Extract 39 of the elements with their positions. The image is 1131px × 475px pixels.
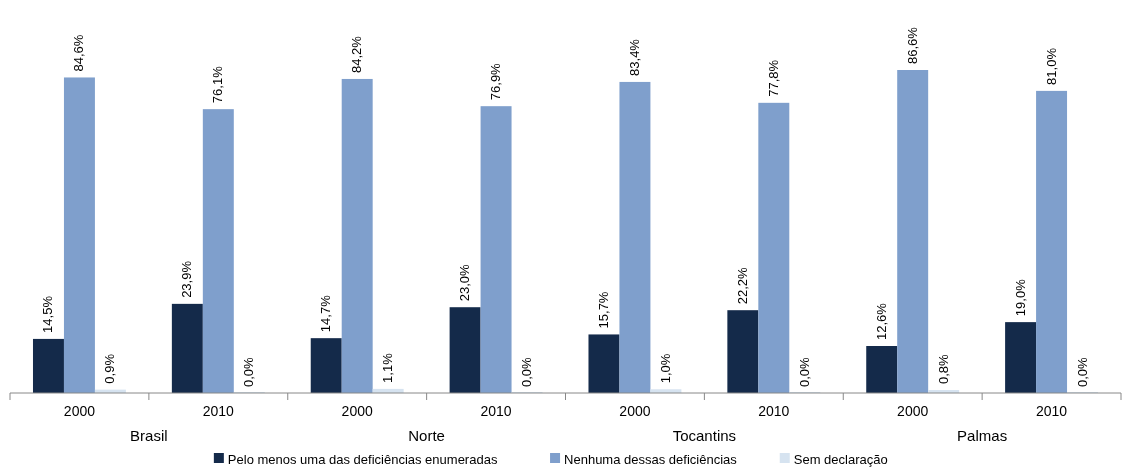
x-tick-label: 2010	[758, 403, 790, 419]
x-tick-label: 2000	[63, 403, 96, 419]
data-label: 81,0%	[1043, 47, 1059, 85]
x-tick-label: 2000	[897, 403, 929, 419]
text: Norte	[408, 427, 445, 444]
data-label: 0,0%	[1074, 356, 1090, 387]
data-label: 22,2%	[734, 266, 750, 305]
data-label: 19,0%	[1012, 278, 1028, 317]
legend-label: Sem declaração	[793, 452, 888, 467]
data-label: 15,7%	[595, 291, 611, 329]
x-tick-label: 2000	[341, 403, 373, 419]
data-label: 0,9%	[102, 353, 118, 384]
x-tick-label: 2010	[480, 403, 512, 419]
data-label: 76,9%	[488, 62, 504, 101]
data-label: 86,6%	[904, 26, 920, 64]
data-label: 0,8%	[935, 353, 951, 385]
data-label: 76,1%	[210, 65, 226, 104]
data-label: 0,0%	[796, 356, 812, 387]
data-label: 0,0%	[241, 356, 257, 387]
data-label: 84,2%	[349, 35, 365, 73]
data-label: 83,4%	[626, 38, 642, 76]
data-label: 77,8%	[765, 59, 781, 97]
data-label: 12,6%	[873, 302, 889, 340]
data-label: 84,6%	[71, 34, 87, 72]
data-label: 0,0%	[519, 356, 535, 387]
text: Palmas	[957, 427, 1008, 444]
text: Tocantins	[672, 427, 737, 444]
x-tick-label: 2010	[202, 403, 235, 419]
data-label: 23,0%	[457, 263, 473, 302]
data-label: 23,9%	[179, 260, 195, 298]
text: Brasil	[130, 427, 168, 444]
x-tick-label: 2000	[619, 403, 651, 419]
legend-label: Nenhuma dessas deficiências	[564, 452, 738, 467]
data-label: 1,0%	[657, 353, 673, 384]
legend-label: Pelo menos uma das deficiências enumeradas	[227, 452, 498, 467]
data-label: 14,5%	[40, 295, 56, 333]
x-tick-label: 2010	[1035, 403, 1068, 419]
data-label: 14,7%	[318, 294, 334, 333]
data-label: 1,1%	[380, 352, 396, 383]
